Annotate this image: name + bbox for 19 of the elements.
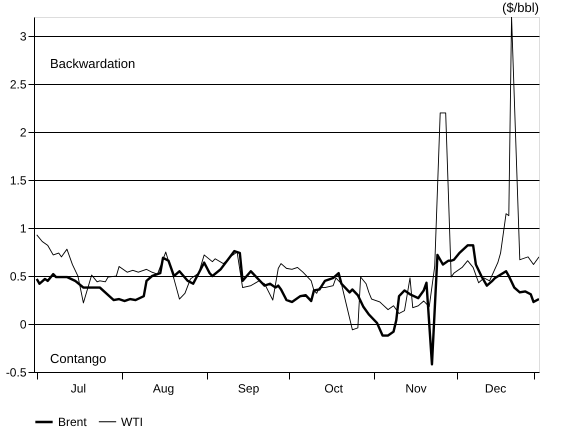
- x-tick-label: Nov: [405, 382, 427, 396]
- y-tick-label: 1: [20, 222, 27, 236]
- x-tick-label: Dec: [484, 382, 506, 396]
- x-tick-label: Sep: [238, 382, 260, 396]
- x-tick-label: Aug: [152, 382, 174, 396]
- y-tick-label: 3: [20, 30, 27, 44]
- annotation: Backwardation: [50, 56, 136, 71]
- y-tick-label: -0.5: [6, 366, 27, 380]
- annotation: Contango: [50, 351, 106, 366]
- y-tick-label: 2: [20, 126, 27, 140]
- x-tick-label: Oct: [324, 382, 344, 396]
- y-axis-title: ($/bbl): [502, 0, 539, 15]
- y-tick-label: 2.5: [10, 78, 27, 92]
- legend-label: Brent: [58, 415, 88, 429]
- y-tick-label: 1.5: [10, 174, 27, 188]
- x-tick-label: Jul: [70, 382, 86, 396]
- legend-label: WTI: [121, 414, 143, 429]
- y-tick-label: 0.5: [10, 270, 27, 284]
- y-tick-label: 0: [20, 318, 27, 332]
